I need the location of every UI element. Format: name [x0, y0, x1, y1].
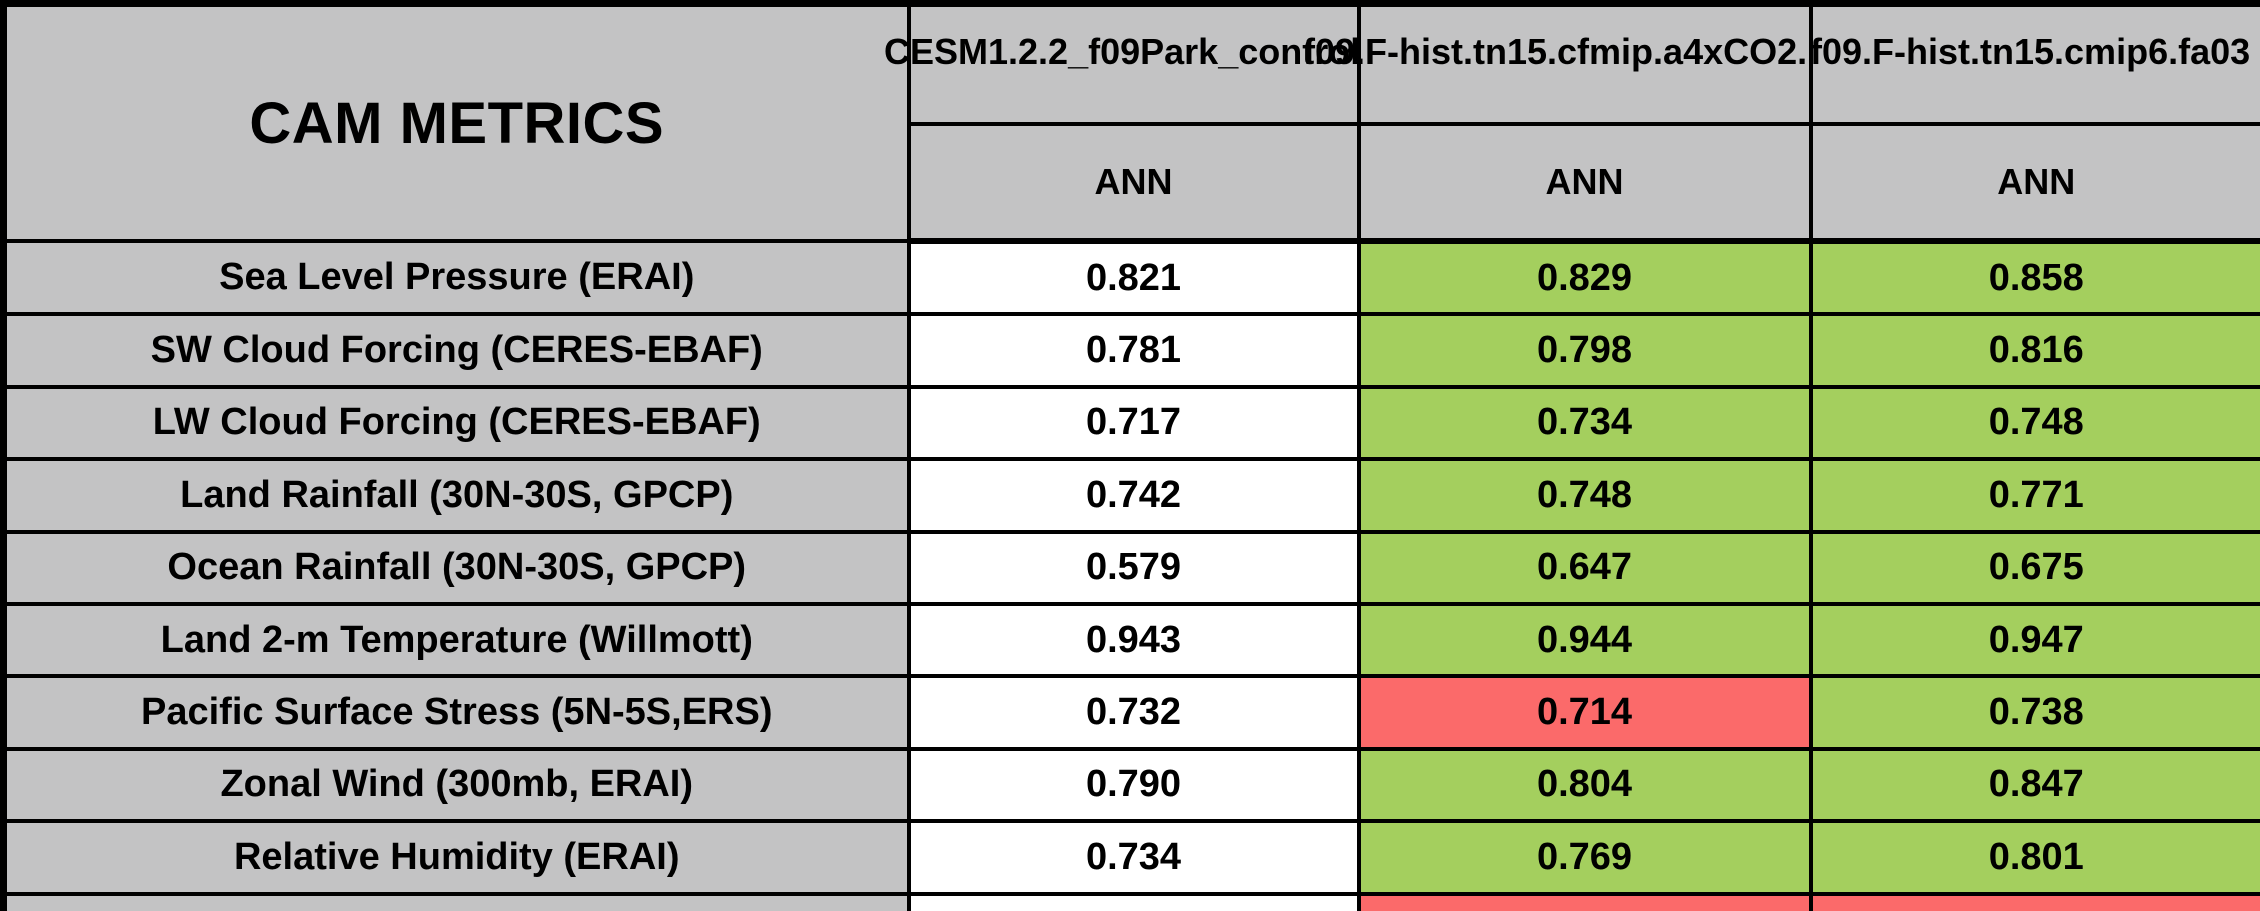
value-cell: 0.816: [1808, 312, 2260, 389]
value-cell: 0.926: [1808, 891, 2260, 911]
run-header-cell-2: [1356, 1, 1813, 126]
value-cell: 0.937: [906, 891, 1361, 911]
value-cell: 0.748: [1808, 384, 2260, 462]
metric-label: LW Cloud Forcing (CERES-EBAF): [1, 384, 911, 462]
value-cell: 0.769: [1356, 819, 1813, 896]
value-cell: 0.847: [1808, 746, 2260, 824]
table-row: Temperature (ERAI) 0.937 0.880 0.926: [1, 891, 2260, 911]
table-row: SW Cloud Forcing (CERES-EBAF) 0.781 0.79…: [1, 312, 2260, 389]
value-cell: 0.771: [1808, 457, 2260, 534]
value-cell: 0.947: [1808, 601, 2260, 679]
value-cell: 0.804: [1356, 746, 1813, 824]
season-header-row: ANN ANN ANN: [4, 122, 2260, 244]
season-header-ann-2: ANN: [1356, 122, 1813, 244]
table-row: Ocean Rainfall (30N-30S, GPCP) 0.579 0.6…: [1, 529, 2260, 606]
table-row: Zonal Wind (300mb, ERAI) 0.790 0.804 0.8…: [1, 746, 2260, 824]
run-header-row: CAM METRICS: [1, 1, 2260, 243]
run-header-cell-1: [906, 1, 1361, 126]
run-header-cell-3: [1808, 1, 2260, 126]
metric-label: Zonal Wind (300mb, ERAI): [1, 746, 911, 824]
table-row: Land Rainfall (30N-30S, GPCP) 0.742 0.74…: [1, 457, 2260, 534]
value-cell: 0.738: [1808, 674, 2260, 751]
season-header-ann-3: ANN: [1808, 122, 2260, 244]
metric-label: SW Cloud Forcing (CERES-EBAF): [1, 312, 911, 389]
value-cell: 0.579: [906, 529, 1361, 606]
table-row: Sea Level Pressure (ERAI) 0.821 0.829 0.…: [1, 238, 2260, 317]
value-cell: 0.798: [1356, 312, 1813, 389]
metric-label: Pacific Surface Stress (5N-5S,ERS): [1, 674, 911, 751]
table-title-cell: CAM METRICS: [1, 1, 911, 243]
value-cell: 0.734: [1356, 384, 1813, 462]
value-cell: 0.748: [1356, 457, 1813, 534]
metric-label: Land Rainfall (30N-30S, GPCP): [1, 457, 911, 534]
value-cell: 0.944: [1356, 601, 1813, 679]
metric-label: Sea Level Pressure (ERAI): [1, 238, 911, 317]
value-cell: 0.717: [906, 384, 1361, 462]
value-cell: 0.647: [1356, 529, 1813, 606]
metric-label: Temperature (ERAI): [1, 891, 911, 911]
value-cell: 0.821: [906, 238, 1361, 317]
value-cell: 0.781: [906, 312, 1361, 389]
season-header-ann-1: ANN: [906, 122, 1361, 244]
metric-label: Land 2-m Temperature (Willmott): [1, 601, 911, 679]
value-cell: 0.790: [906, 746, 1361, 824]
table-row: Relative Humidity (ERAI) 0.734 0.769 0.8…: [1, 819, 2260, 896]
value-cell: 0.714: [1356, 674, 1813, 751]
value-cell: 0.829: [1356, 238, 1813, 317]
value-cell: 0.734: [906, 819, 1361, 896]
value-cell: 0.801: [1808, 819, 2260, 896]
value-cell: 0.675: [1808, 529, 2260, 606]
table-row: Land 2-m Temperature (Willmott) 0.943 0.…: [1, 601, 2260, 679]
value-cell: 0.943: [906, 601, 1361, 679]
value-cell: 0.858: [1808, 238, 2260, 317]
metric-label: Relative Humidity (ERAI): [1, 819, 911, 896]
value-cell: 0.880: [1356, 891, 1813, 911]
metric-label: Ocean Rainfall (30N-30S, GPCP): [1, 529, 911, 606]
table-row: Pacific Surface Stress (5N-5S,ERS) 0.732…: [1, 674, 2260, 751]
table-row: LW Cloud Forcing (CERES-EBAF) 0.717 0.73…: [1, 384, 2260, 462]
value-cell: 0.742: [906, 457, 1361, 534]
value-cell: 0.732: [906, 674, 1361, 751]
page-title: CAM METRICS: [249, 90, 665, 156]
